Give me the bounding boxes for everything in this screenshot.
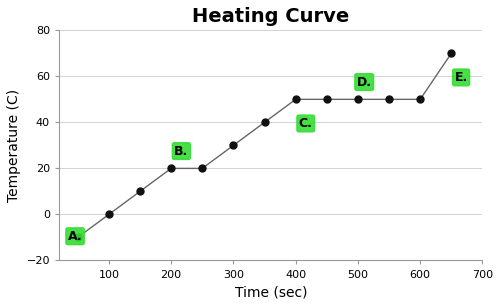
Point — [136, 189, 144, 194]
Point — [167, 166, 175, 171]
Text: C.: C. — [299, 117, 312, 130]
Text: D.: D. — [356, 76, 372, 88]
Point — [292, 97, 300, 102]
Point — [448, 51, 456, 56]
Point — [260, 120, 268, 125]
Point — [354, 97, 362, 102]
Text: E.: E. — [454, 71, 468, 84]
Point — [74, 235, 82, 240]
Point — [230, 143, 237, 148]
Point — [385, 97, 393, 102]
Point — [323, 97, 331, 102]
Point — [105, 212, 113, 217]
Point — [198, 166, 206, 171]
Title: Heating Curve: Heating Curve — [192, 7, 350, 26]
Text: A.: A. — [68, 230, 82, 243]
X-axis label: Time (sec): Time (sec) — [234, 285, 307, 299]
Text: B.: B. — [174, 144, 188, 158]
Point — [416, 97, 424, 102]
Y-axis label: Temperature (C): Temperature (C) — [7, 89, 21, 202]
